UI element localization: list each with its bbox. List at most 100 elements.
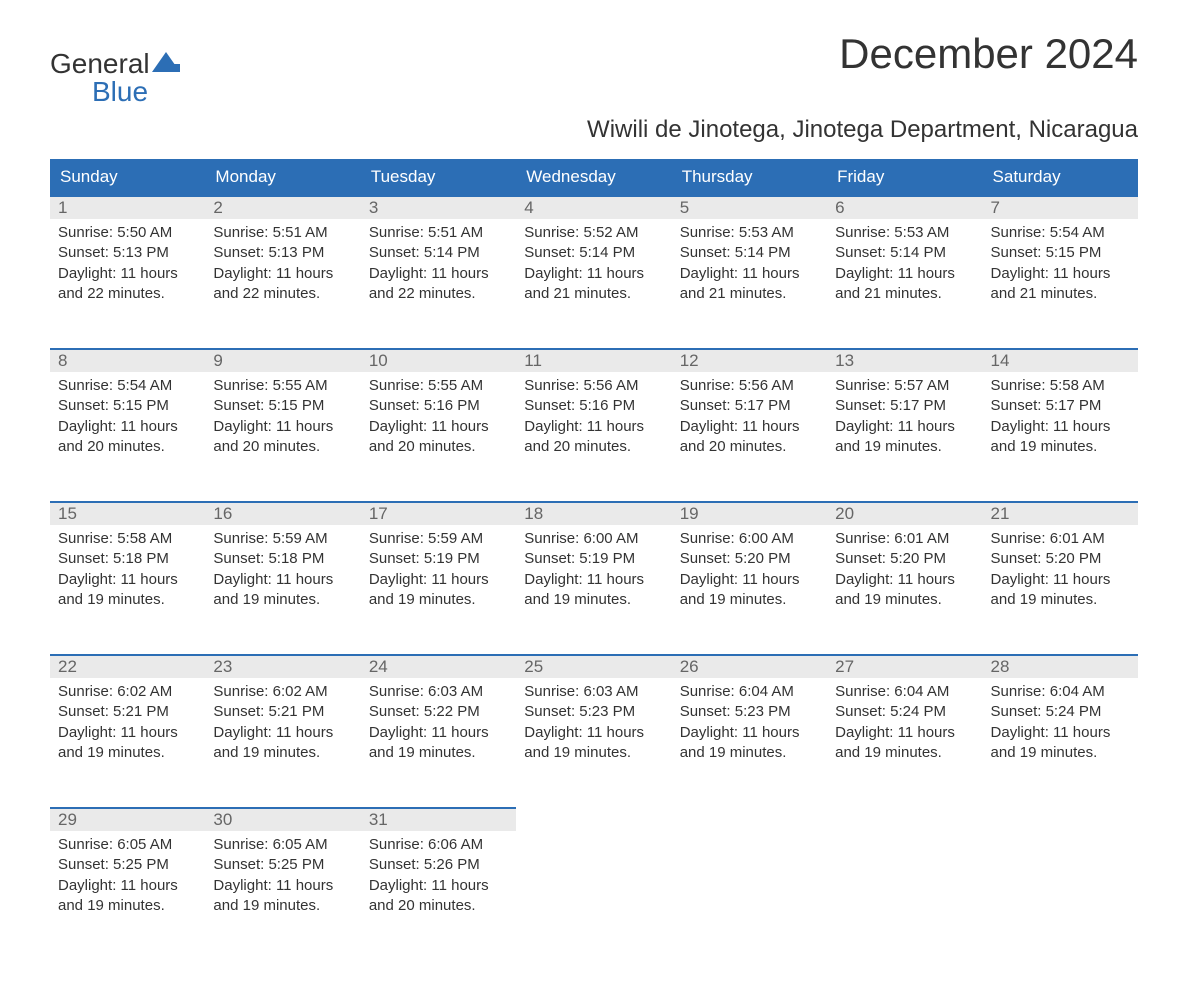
day-content: Sunrise: 6:03 AMSunset: 5:22 PMDaylight:… [361, 678, 516, 783]
sunset-text: Sunset: 5:16 PM [369, 396, 508, 416]
sunrise-text: Sunrise: 6:02 AM [58, 682, 197, 702]
sunrise-text: Sunrise: 6:04 AM [835, 682, 974, 702]
day-number-cell: 22 [50, 655, 205, 678]
sunrise-text: Sunrise: 6:05 AM [58, 835, 197, 855]
page-title: December 2024 [839, 30, 1138, 78]
day-content: Sunrise: 5:58 AMSunset: 5:17 PMDaylight:… [983, 372, 1138, 477]
day-cell: Sunrise: 5:56 AMSunset: 5:16 PMDaylight:… [516, 372, 671, 502]
day-number-cell: 26 [672, 655, 827, 678]
weekday-header: Monday [205, 159, 360, 196]
day-number-cell: 13 [827, 349, 982, 372]
day-cell: Sunrise: 5:54 AMSunset: 5:15 PMDaylight:… [50, 372, 205, 502]
day-content: Sunrise: 5:59 AMSunset: 5:19 PMDaylight:… [361, 525, 516, 630]
daylight-text: Daylight: 11 hours and 20 minutes. [680, 417, 819, 458]
sunset-text: Sunset: 5:13 PM [213, 243, 352, 263]
day-number-cell: 15 [50, 502, 205, 525]
day-number-cell [516, 808, 671, 831]
sunrise-text: Sunrise: 6:04 AM [991, 682, 1130, 702]
day-cell: Sunrise: 6:00 AMSunset: 5:19 PMDaylight:… [516, 525, 671, 655]
weekday-header: Saturday [983, 159, 1138, 196]
sunset-text: Sunset: 5:20 PM [680, 549, 819, 569]
day-cell: Sunrise: 6:03 AMSunset: 5:22 PMDaylight:… [361, 678, 516, 808]
day-number-row: 1234567 [50, 196, 1138, 219]
day-number-cell: 6 [827, 196, 982, 219]
day-cell: Sunrise: 6:04 AMSunset: 5:23 PMDaylight:… [672, 678, 827, 808]
sunrise-text: Sunrise: 5:55 AM [369, 376, 508, 396]
day-cell: Sunrise: 6:06 AMSunset: 5:26 PMDaylight:… [361, 831, 516, 961]
day-content: Sunrise: 5:59 AMSunset: 5:18 PMDaylight:… [205, 525, 360, 630]
daylight-text: Daylight: 11 hours and 19 minutes. [213, 570, 352, 611]
location-subtitle: Wiwili de Jinotega, Jinotega Department,… [50, 116, 1138, 144]
sunrise-text: Sunrise: 6:01 AM [991, 529, 1130, 549]
day-cell: Sunrise: 6:05 AMSunset: 5:25 PMDaylight:… [50, 831, 205, 961]
day-cell [827, 831, 982, 961]
sunset-text: Sunset: 5:24 PM [991, 702, 1130, 722]
daylight-text: Daylight: 11 hours and 19 minutes. [58, 876, 197, 917]
day-number-cell: 30 [205, 808, 360, 831]
day-cell: Sunrise: 5:53 AMSunset: 5:14 PMDaylight:… [672, 219, 827, 349]
daylight-text: Daylight: 11 hours and 19 minutes. [213, 723, 352, 764]
sunrise-text: Sunrise: 5:53 AM [680, 223, 819, 243]
sunrise-text: Sunrise: 6:00 AM [524, 529, 663, 549]
day-number-row: 22232425262728 [50, 655, 1138, 678]
day-number-row: 15161718192021 [50, 502, 1138, 525]
day-content: Sunrise: 6:04 AMSunset: 5:24 PMDaylight:… [983, 678, 1138, 783]
day-content: Sunrise: 5:56 AMSunset: 5:17 PMDaylight:… [672, 372, 827, 477]
day-number-cell: 11 [516, 349, 671, 372]
weekday-header: Thursday [672, 159, 827, 196]
day-cell: Sunrise: 6:02 AMSunset: 5:21 PMDaylight:… [205, 678, 360, 808]
daylight-text: Daylight: 11 hours and 21 minutes. [680, 264, 819, 305]
day-number-row: 891011121314 [50, 349, 1138, 372]
daylight-text: Daylight: 11 hours and 22 minutes. [213, 264, 352, 305]
sunset-text: Sunset: 5:18 PM [213, 549, 352, 569]
sunset-text: Sunset: 5:15 PM [991, 243, 1130, 263]
day-content: Sunrise: 5:55 AMSunset: 5:16 PMDaylight:… [361, 372, 516, 477]
day-content: Sunrise: 6:04 AMSunset: 5:23 PMDaylight:… [672, 678, 827, 783]
sunrise-text: Sunrise: 5:57 AM [835, 376, 974, 396]
day-cell: Sunrise: 5:55 AMSunset: 5:15 PMDaylight:… [205, 372, 360, 502]
day-number-cell: 7 [983, 196, 1138, 219]
weekday-header: Wednesday [516, 159, 671, 196]
daylight-text: Daylight: 11 hours and 19 minutes. [835, 570, 974, 611]
sunrise-text: Sunrise: 5:58 AM [58, 529, 197, 549]
day-cell: Sunrise: 6:01 AMSunset: 5:20 PMDaylight:… [827, 525, 982, 655]
day-number-cell: 16 [205, 502, 360, 525]
day-cell: Sunrise: 5:58 AMSunset: 5:17 PMDaylight:… [983, 372, 1138, 502]
sunset-text: Sunset: 5:17 PM [991, 396, 1130, 416]
sunset-text: Sunset: 5:17 PM [835, 396, 974, 416]
day-number-cell: 8 [50, 349, 205, 372]
day-number-cell [983, 808, 1138, 831]
day-number-cell: 29 [50, 808, 205, 831]
day-number-cell: 21 [983, 502, 1138, 525]
day-cell: Sunrise: 5:59 AMSunset: 5:19 PMDaylight:… [361, 525, 516, 655]
sunset-text: Sunset: 5:23 PM [680, 702, 819, 722]
sunset-text: Sunset: 5:19 PM [524, 549, 663, 569]
day-number-row: 293031 [50, 808, 1138, 831]
day-number-cell: 25 [516, 655, 671, 678]
daylight-text: Daylight: 11 hours and 19 minutes. [524, 723, 663, 764]
week-content-row: Sunrise: 5:54 AMSunset: 5:15 PMDaylight:… [50, 372, 1138, 502]
day-cell: Sunrise: 6:02 AMSunset: 5:21 PMDaylight:… [50, 678, 205, 808]
day-cell: Sunrise: 5:53 AMSunset: 5:14 PMDaylight:… [827, 219, 982, 349]
sunset-text: Sunset: 5:17 PM [680, 396, 819, 416]
day-cell: Sunrise: 5:52 AMSunset: 5:14 PMDaylight:… [516, 219, 671, 349]
sunrise-text: Sunrise: 5:54 AM [58, 376, 197, 396]
daylight-text: Daylight: 11 hours and 19 minutes. [369, 723, 508, 764]
day-number-cell: 28 [983, 655, 1138, 678]
sunset-text: Sunset: 5:14 PM [835, 243, 974, 263]
daylight-text: Daylight: 11 hours and 19 minutes. [369, 570, 508, 611]
day-content: Sunrise: 6:04 AMSunset: 5:24 PMDaylight:… [827, 678, 982, 783]
day-content: Sunrise: 5:51 AMSunset: 5:13 PMDaylight:… [205, 219, 360, 324]
daylight-text: Daylight: 11 hours and 19 minutes. [58, 570, 197, 611]
day-content: Sunrise: 5:51 AMSunset: 5:14 PMDaylight:… [361, 219, 516, 324]
daylight-text: Daylight: 11 hours and 19 minutes. [835, 723, 974, 764]
day-content: Sunrise: 6:05 AMSunset: 5:25 PMDaylight:… [50, 831, 205, 936]
page-header: General Blue December 2024 [50, 30, 1138, 106]
day-cell [672, 831, 827, 961]
sunrise-text: Sunrise: 5:51 AM [369, 223, 508, 243]
day-content: Sunrise: 5:56 AMSunset: 5:16 PMDaylight:… [516, 372, 671, 477]
daylight-text: Daylight: 11 hours and 19 minutes. [991, 570, 1130, 611]
week-content-row: Sunrise: 5:50 AMSunset: 5:13 PMDaylight:… [50, 219, 1138, 349]
day-content: Sunrise: 5:53 AMSunset: 5:14 PMDaylight:… [827, 219, 982, 324]
sunrise-text: Sunrise: 6:00 AM [680, 529, 819, 549]
